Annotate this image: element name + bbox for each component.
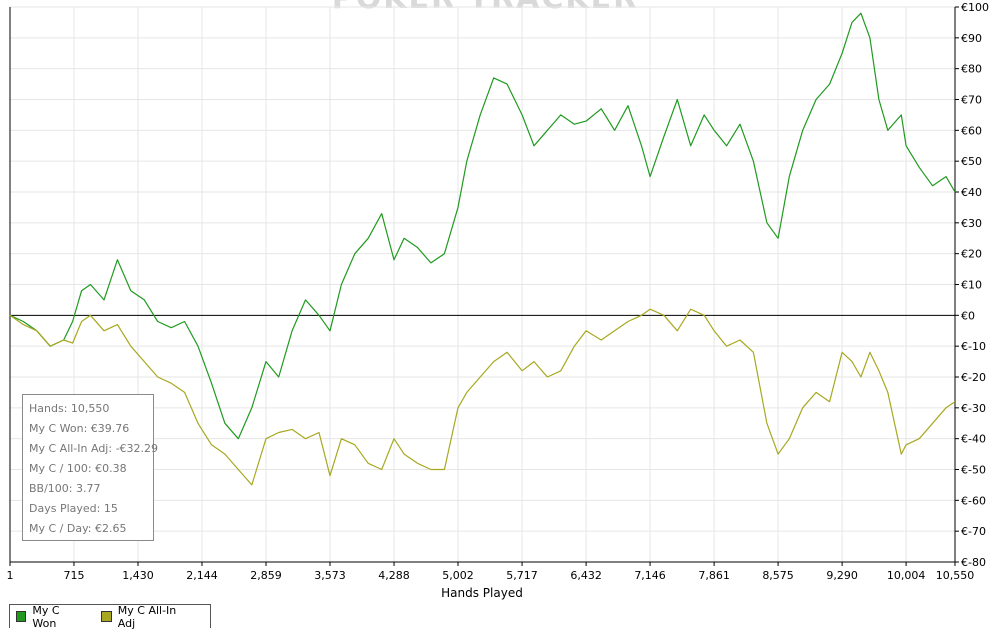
x-tick-label: 4,288 xyxy=(378,569,410,582)
y-tick-label: €-80 xyxy=(961,556,986,569)
y-tick-label: €70 xyxy=(961,94,982,107)
stats-panel: Hands: 10,550 My C Won: €39.76 My C All-… xyxy=(22,394,159,541)
x-tick-label: 6,432 xyxy=(570,569,602,582)
stat-per-day: My C / Day: €2.65 xyxy=(29,522,127,535)
x-tick-label: 8,575 xyxy=(762,569,794,582)
x-tick-label: 3,573 xyxy=(314,569,346,582)
y-tick-label: €40 xyxy=(961,186,982,199)
legend-label-won: My C Won xyxy=(32,603,60,630)
axes: €100 €90 €80 €70 €60 €50 €40 €30 €20 €10 €0 €-10 €-2… xyxy=(7,1,990,582)
y-tick-label: €-70 xyxy=(961,525,986,538)
stat-days-played: Days Played: 15 xyxy=(29,502,118,515)
y-tick-label: €-20 xyxy=(961,371,986,384)
y-tick-label: €50 xyxy=(961,155,982,168)
x-tick-label: 10,004 xyxy=(887,569,926,582)
y-tick-label: €-60 xyxy=(961,494,986,507)
grid xyxy=(9,6,956,563)
stat-hands: Hands: 10,550 xyxy=(29,402,110,415)
y-tick-label: €-30 xyxy=(961,402,986,415)
stat-allin-adj: My C All-In Adj: -€32.29 xyxy=(29,442,159,455)
x-tick-label: 9,290 xyxy=(826,569,858,582)
y-tick-label: €10 xyxy=(961,279,982,292)
y-tick-label: €20 xyxy=(961,248,982,261)
series-line-allin-adj xyxy=(9,308,956,486)
y-tick-label: €80 xyxy=(961,63,982,76)
x-tick-label: 2,859 xyxy=(250,569,282,582)
legend-swatch-allin-adj xyxy=(101,611,112,622)
y-tick-label: €30 xyxy=(961,217,982,230)
y-tick-label: €-50 xyxy=(961,464,986,477)
x-axis-title: Hands Played xyxy=(441,586,523,600)
legend-item-won[interactable]: My C Won xyxy=(16,604,83,630)
stat-bb-100: BB/100: 3.77 xyxy=(29,482,101,495)
series-lines xyxy=(9,12,956,486)
series-line-won xyxy=(9,12,956,440)
x-tick-label: 5,717 xyxy=(506,569,538,582)
y-tick-label: €90 xyxy=(961,32,982,45)
legend-label-allin-adj: My C All-In Adj xyxy=(117,603,177,630)
stat-won: My C Won: €39.76 xyxy=(29,422,130,435)
legend-swatch-won xyxy=(16,611,27,622)
stat-per-100: My C / 100: €0.38 xyxy=(29,462,127,475)
x-tick-label: 2,144 xyxy=(186,569,218,582)
x-tick-label: 7,146 xyxy=(634,569,666,582)
y-tick-label: €100 xyxy=(961,1,989,14)
y-tick-label: €-10 xyxy=(961,340,986,353)
x-tick-label: 715 xyxy=(63,569,84,582)
x-tick-label: 1 xyxy=(7,569,14,582)
x-tick-label: 7,861 xyxy=(698,569,730,582)
watermark-logo: POKER TRACKER xyxy=(332,0,638,16)
y-tick-label: €0 xyxy=(961,309,975,322)
legend: My C Won My C All-In Adj xyxy=(9,604,211,630)
y-tick-label: €60 xyxy=(961,124,982,137)
y-tick-label: €-40 xyxy=(961,433,986,446)
x-tick-label: 10,550 xyxy=(936,569,975,582)
x-tick-label: 1,430 xyxy=(122,569,154,582)
x-tick-label: 5,002 xyxy=(442,569,474,582)
legend-item-allin-adj[interactable]: My C All-In Adj xyxy=(101,604,192,630)
